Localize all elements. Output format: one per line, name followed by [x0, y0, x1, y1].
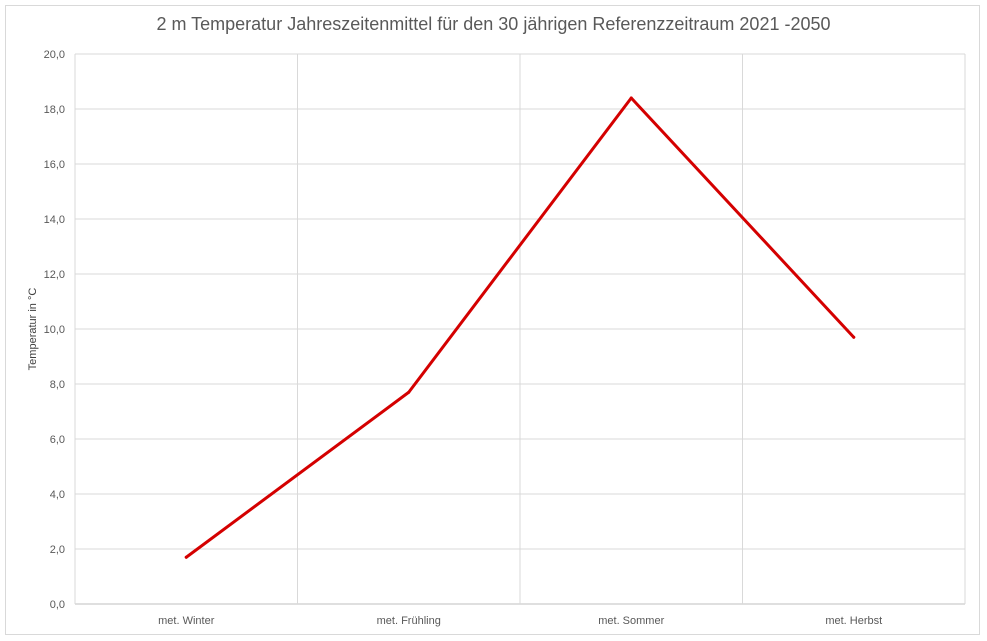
y-tick-label: 20,0: [44, 49, 65, 61]
chart-frame: [5, 5, 980, 635]
data-point: [184, 555, 188, 559]
x-tick-label: met. Sommer: [598, 615, 664, 627]
y-tick-label: 10,0: [44, 324, 65, 336]
y-axis-ticks: 0,0 2,0 4,0 6,0 8,0 10,0 12,0 14,0 16,0 18,0 20,0: [44, 49, 65, 611]
y-tick-label: 12,0: [44, 269, 65, 281]
x-axis-ticks: met. Winter met. Frühling met. Sommer met. …: [158, 615, 882, 627]
series-line: [184, 96, 856, 559]
series-group: [184, 96, 856, 559]
y-axis-label: Temperatur in °C: [27, 288, 39, 371]
y-tick-label: 4,0: [50, 489, 65, 501]
y-tick-label: 6,0: [50, 434, 65, 446]
y-tick-label: 18,0: [44, 104, 65, 116]
grid-lines: [74, 53, 966, 605]
chart-title: 2 m Temperatur Jahreszeitenmittel für de…: [156, 14, 831, 34]
data-point: [852, 335, 856, 339]
x-tick-label: met. Herbst: [825, 615, 882, 627]
x-tick-label: met. Frühling: [377, 615, 441, 627]
data-point: [629, 96, 633, 100]
data-point: [407, 390, 411, 394]
y-tick-label: 2,0: [50, 544, 65, 556]
y-tick-label: 8,0: [50, 379, 65, 391]
x-tick-label: met. Winter: [158, 615, 215, 627]
y-tick-label: 0,0: [50, 599, 65, 611]
y-tick-label: 16,0: [44, 159, 65, 171]
y-tick-label: 14,0: [44, 214, 65, 226]
